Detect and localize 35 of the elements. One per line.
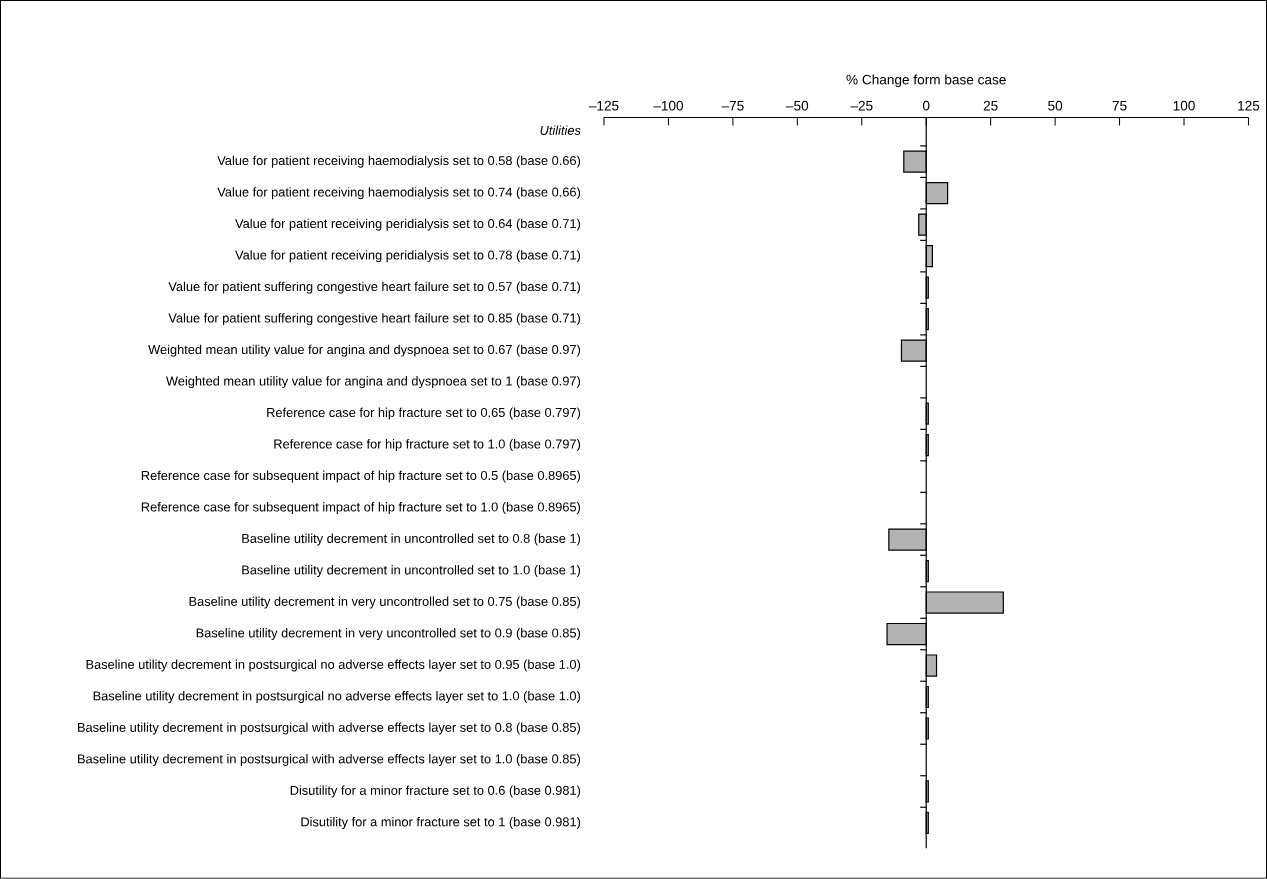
y-tick-label: Reference case for subsequent impact of hip fracture set to 0.5 (base 0.8965) — [141, 470, 581, 483]
x-tick-label: –100 — [653, 101, 684, 111]
y-tick-label: Value for patient suffering congestive heart failure set to 0.57 (base 0.71) — [168, 281, 581, 294]
x-tick-label: –25 — [850, 101, 873, 111]
y-tick-label: Weighted mean utility value for angina and dyspnoea set to 1 (base 0.97) — [166, 376, 581, 389]
x-tick-label: 0 — [922, 101, 930, 111]
y-tick-label: Value for patient receiving haemodialysis set to 0.74 (base 0.66) — [217, 187, 581, 200]
y-tick-label: Baseline utility decrement in very uncontrolled set to 0.75 (base 0.85) — [189, 596, 581, 609]
y-tick-label: Value for patient receiving peridialysis set to 0.78 (base 0.71) — [235, 250, 581, 263]
y-tick-label: Utilities — [540, 125, 581, 136]
y-tick-label: Reference case for subsequent impact of hip fracture set to 1.0 (base 0.8965) — [141, 502, 581, 515]
x-tick-label: 75 — [1112, 101, 1127, 111]
x-tick-label: –50 — [785, 101, 809, 111]
x-axis-title: % Change form base case — [846, 74, 1006, 88]
x-tick-label: 25 — [983, 101, 998, 111]
x-tick-label: 100 — [1173, 101, 1195, 111]
x-tick-label: 125 — [1238, 101, 1260, 111]
y-tick-label: Baseline utility decrement in postsurgical no adverse effects layer set to 0.95 (base 1.0) — [86, 659, 581, 672]
y-tick-label: Baseline utility decrement in postsurgical no adverse effects layer set to 1.0 (base 1.0) — [93, 691, 581, 704]
x-tick-label: 50 — [1048, 101, 1063, 111]
y-tick-label: Reference case for hip fracture set to 1.0 (base 0.797) — [274, 439, 581, 452]
y-tick-label: Baseline utility decrement in uncontrolled set to 1.0 (base 1) — [242, 565, 581, 578]
y-tick-label: Value for patient receiving haemodialysis set to 0.58 (base 0.66) — [217, 155, 581, 168]
y-tick-label: Reference case for hip fracture set to 0.65 (base 0.797) — [267, 407, 581, 420]
y-tick-label: Baseline utility decrement in uncontrolled set to 0.8 (base 1) — [242, 533, 581, 546]
x-tick-label: –125 — [588, 101, 619, 111]
y-tick-label: Baseline utility decrement in very uncontrolled set to 0.9 (base 0.85) — [196, 628, 581, 641]
y-tick-label: Disutility for a minor fracture set to 1 (base 0.981) — [301, 817, 581, 830]
y-tick-label: Value for patient receiving peridialysis set to 0.64 (base 0.71) — [235, 218, 581, 231]
y-tick-label: Baseline utility decrement in postsurgical with adverse effects layer set to 1.0 (base 0.85) — [78, 754, 581, 767]
y-tick-label: Disutility for a minor fracture set to 0.6 (base 0.981) — [290, 785, 581, 798]
y-tick-label: Value for patient suffering congestive heart failure set to 0.85 (base 0.71) — [168, 313, 581, 326]
x-tick-label: –75 — [721, 101, 744, 111]
y-tick-label: Baseline utility decrement in postsurgical with adverse effects layer set to 0.8 (base 0.85) — [78, 722, 581, 735]
y-tick-label: Weighted mean utility value for angina and dyspnoea set to 0.67 (base 0.97) — [148, 344, 581, 357]
